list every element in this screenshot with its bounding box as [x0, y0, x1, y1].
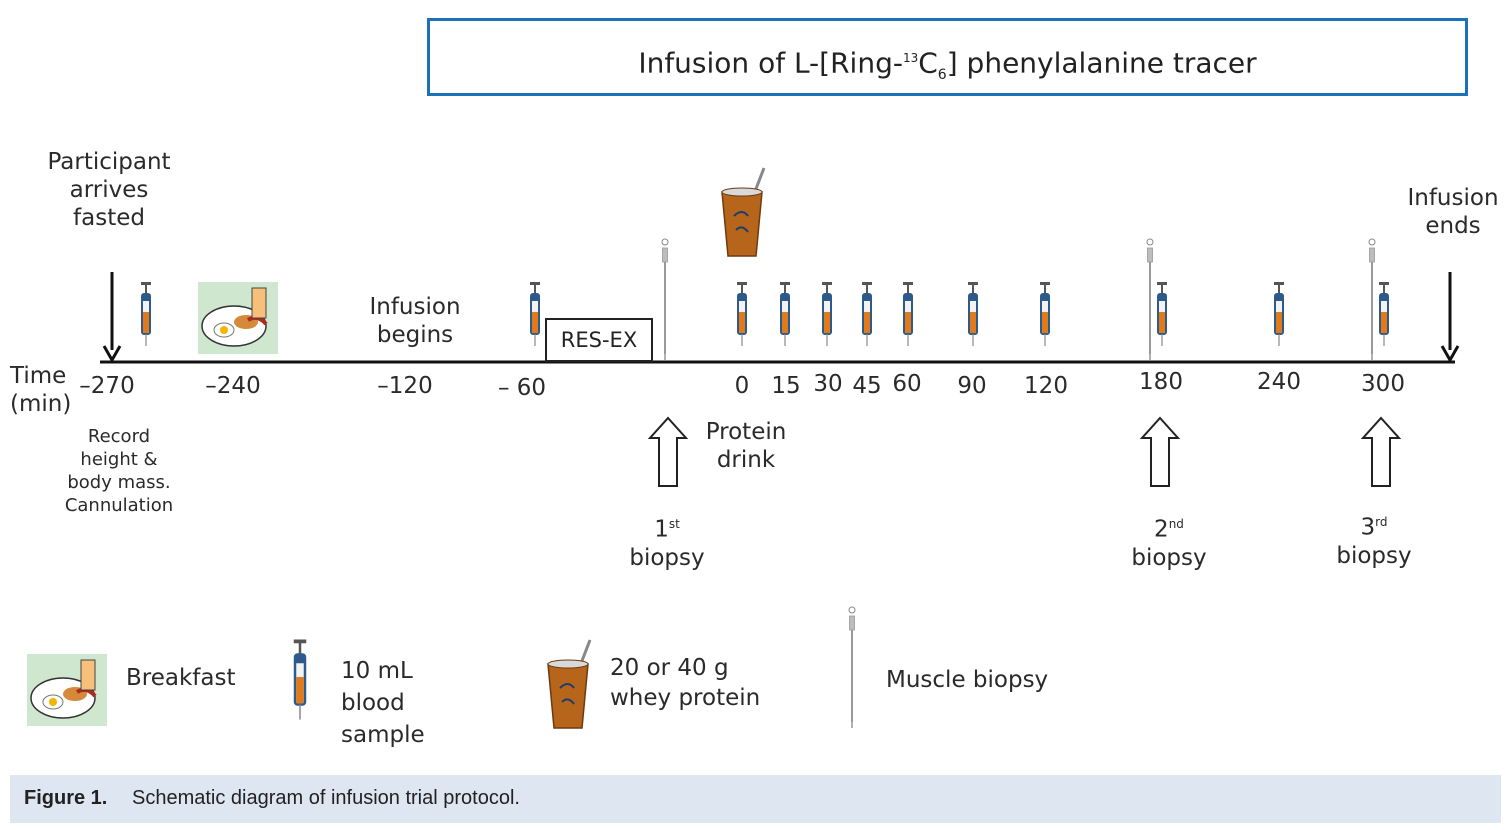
- tick-label: –270: [79, 373, 135, 399]
- infusion-begins-label: Infusion begins: [369, 294, 461, 348]
- biopsy-2-label: 2nd biopsy: [1131, 516, 1207, 571]
- infusion-ends-label: Infusion ends: [1407, 185, 1499, 239]
- blood-sample-icon: [861, 281, 873, 347]
- biopsy-arrow-icon: [1362, 417, 1400, 487]
- blood-sample-icon: [140, 281, 152, 347]
- tick-label: 120: [1024, 373, 1068, 399]
- protein-drink-icon: [720, 166, 766, 258]
- blood-sample-icon: [967, 281, 979, 347]
- protein-drink-label: Protein drink: [705, 419, 787, 473]
- record-note: Record height & body mass. Cannulation: [64, 426, 174, 516]
- blood-sample-icon: [1156, 281, 1168, 347]
- blood-sample-icon: [1273, 281, 1285, 347]
- arrival-arrow-icon: [102, 272, 122, 364]
- blood-sample-icon: [779, 281, 791, 347]
- tick-label: 90: [957, 373, 987, 399]
- legend-biopsy-icon: [848, 606, 856, 729]
- tick-label: 15: [771, 373, 801, 399]
- legend-blood-label: 10 mL blood sample: [341, 658, 425, 748]
- biopsy-3-label: 3rd biopsy: [1336, 514, 1412, 569]
- tick-label: 300: [1361, 371, 1405, 397]
- tick-label: –240: [205, 373, 261, 399]
- blood-sample-icon: [1039, 281, 1051, 347]
- caption-text: Schematic diagram of infusion trial prot…: [132, 787, 520, 809]
- res-ex-box: RES-EX: [545, 318, 653, 362]
- blood-sample-icon: [529, 281, 541, 347]
- muscle-biopsy-icon: [661, 238, 669, 361]
- tick-label: 180: [1139, 369, 1183, 395]
- tick-label: 240: [1257, 369, 1301, 395]
- biopsy-arrow-icon: [1141, 417, 1179, 487]
- legend-syringe-icon: [292, 638, 308, 721]
- blood-sample-icon: [736, 281, 748, 347]
- muscle-biopsy-icon: [1368, 238, 1376, 361]
- blood-sample-icon: [821, 281, 833, 347]
- legend-breakfast-icon: [25, 652, 109, 728]
- tick-label: 30: [813, 371, 843, 397]
- time-axis-label: Time (min): [10, 363, 72, 417]
- breakfast-icon: [196, 280, 280, 356]
- tick-label: 60: [892, 371, 922, 397]
- tracer-infusion-box: Infusion of L-[Ring-13C6] phenylalanine …: [427, 18, 1468, 96]
- blood-sample-icon: [1378, 281, 1390, 347]
- legend-whey-label: 20 or 40 g whey protein: [610, 655, 761, 711]
- tick-label: – 60: [497, 375, 547, 401]
- arrives-label: Participant arrives fasted: [47, 149, 171, 231]
- tick-label: –120: [377, 373, 433, 399]
- muscle-biopsy-icon: [1146, 238, 1154, 361]
- figure-caption: Figure 1. Schematic diagram of infusion …: [10, 775, 1501, 823]
- tick-label: 45: [852, 373, 882, 399]
- blood-sample-icon: [902, 281, 914, 347]
- biopsy-1-label: 1st biopsy: [629, 516, 705, 571]
- infusion-end-arrow-icon: [1440, 272, 1460, 364]
- tick-label: 0: [734, 373, 750, 399]
- legend-breakfast-label: Breakfast: [126, 665, 236, 691]
- legend-cup-icon: [546, 638, 592, 730]
- tracer-title: Infusion of L-[Ring-13C6] phenylalanine …: [638, 46, 1257, 83]
- caption-label: Figure 1.: [24, 787, 108, 809]
- biopsy-arrow-icon: [649, 417, 687, 487]
- legend-biopsy-label: Muscle biopsy: [886, 667, 1049, 693]
